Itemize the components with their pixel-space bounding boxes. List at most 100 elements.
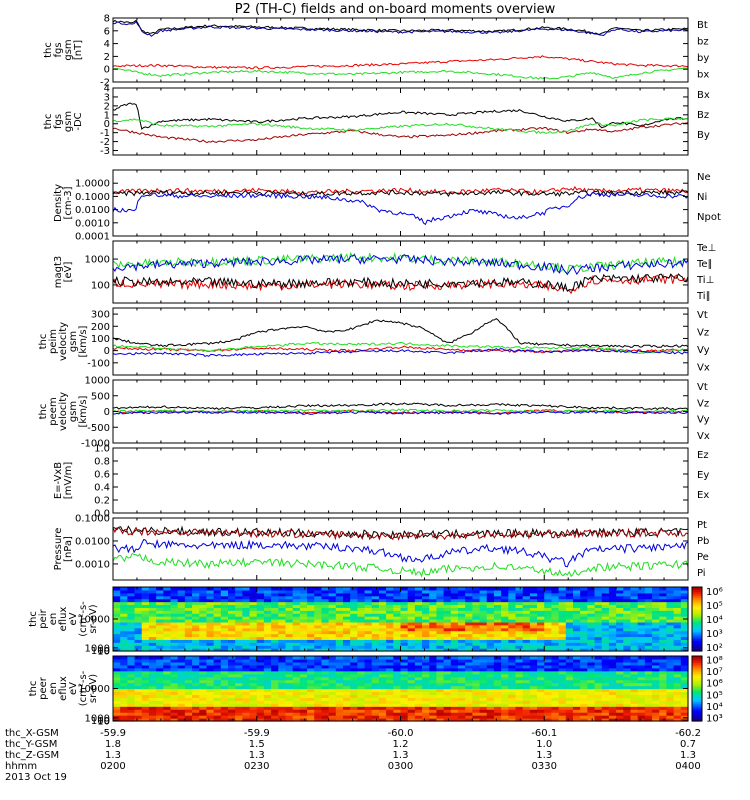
spectrogram-cell: [465, 715, 473, 719]
spectrogram-cell: [508, 718, 517, 722]
spectrogram-cell: [256, 645, 265, 649]
spectrogram-cell: [148, 633, 157, 638]
spectrogram-cell: [213, 664, 222, 669]
spectrogram-cell: [537, 700, 545, 704]
spectrogram-cell: [501, 715, 509, 719]
spectrogram-cell: [529, 604, 538, 608]
spectrogram-cell: [493, 703, 502, 707]
spectrogram-cell: [156, 664, 164, 669]
spectrogram-cell: [544, 648, 553, 652]
spectrogram-cell: [321, 712, 330, 716]
legend-entry-Ni: Ni: [697, 192, 707, 203]
colorbar-step: [692, 718, 702, 722]
spectrogram-cell: [493, 601, 502, 606]
spectrogram-cell: [393, 587, 402, 591]
y-axis-label: thc: [43, 42, 54, 58]
spectrogram-cell: [659, 592, 668, 597]
spectrogram-cell: [256, 703, 265, 707]
spectrogram-cell: [544, 639, 553, 643]
spectrogram-cell: [680, 624, 689, 629]
spectrogram-cell: [443, 688, 452, 693]
spectrogram-cell: [616, 589, 624, 594]
spectrogram-cell: [652, 688, 660, 693]
spectrogram-cell: [673, 598, 682, 603]
colorbar-step: [692, 697, 702, 700]
spectrogram-cell: [113, 685, 121, 690]
spectrogram-cell: [292, 592, 301, 597]
spectrogram-cell: [163, 627, 172, 632]
spectrogram-cell: [637, 648, 646, 652]
spectrogram-cell: [587, 610, 596, 614]
spectrogram-cell: [163, 648, 172, 652]
spectrogram-cell: [680, 667, 689, 672]
spectrogram-cell: [242, 610, 251, 614]
spectrogram-cell: [148, 639, 157, 643]
spectrogram-cell: [192, 633, 200, 638]
spectrogram-cell: [378, 679, 387, 684]
spectrogram-cell: [443, 624, 452, 629]
spectrogram-cell: [608, 700, 617, 704]
spectrogram-cell: [184, 619, 193, 623]
spectrogram-cell: [429, 676, 438, 681]
spectrogram-cell: [501, 639, 509, 643]
spectrogram-cell: [263, 700, 272, 704]
spectrogram-cell: [623, 656, 632, 660]
spectrogram-cell: [522, 587, 531, 591]
spectrogram-cell: [508, 636, 517, 640]
spectrogram-cell: [321, 592, 330, 597]
spectrogram-cell: [436, 682, 445, 687]
spectrogram-cell: [120, 630, 128, 635]
spectrogram-cell: [393, 621, 402, 626]
spectrogram-cell: [242, 661, 251, 666]
footer-value: 1.2: [393, 739, 409, 750]
spectrogram-cell: [479, 621, 488, 626]
spectrogram-cell: [307, 685, 315, 690]
spectrogram-cell: [235, 621, 243, 626]
spectrogram-cell: [242, 636, 251, 640]
spectrogram-cell: [235, 685, 243, 690]
colorbar-step: [692, 692, 702, 696]
spectrogram-cell: [357, 619, 366, 623]
spectrogram-cell: [573, 661, 581, 666]
spectrogram-cell: [472, 621, 481, 626]
spectrogram-cell: [278, 703, 287, 707]
spectrogram-cell: [335, 718, 344, 722]
spectrogram-cell: [458, 604, 466, 608]
spectrogram-cell: [235, 703, 243, 707]
spectrogram-cell: [328, 592, 337, 597]
spectrogram-cell: [184, 621, 193, 626]
spectrogram-cell: [228, 715, 236, 719]
spectrogram-cell: [127, 592, 136, 597]
spectrogram-cell: [364, 589, 373, 594]
spectrogram-cell: [321, 676, 330, 681]
spectrogram-cell: [371, 682, 380, 687]
spectrogram-cell: [148, 616, 157, 620]
spectrogram-cell: [472, 688, 481, 693]
spectrogram-cell: [292, 613, 301, 617]
spectrogram-cell: [501, 718, 509, 722]
spectrogram-cell: [551, 703, 560, 707]
spectrogram-cell: [170, 682, 179, 687]
spectrogram-cell: [551, 645, 560, 649]
spectrogram-cell: [616, 616, 624, 620]
spectrogram-cell: [328, 627, 337, 632]
spectrogram-cell: [350, 624, 358, 629]
spectrogram-cell: [465, 685, 473, 690]
spectrogram-cell: [565, 664, 574, 669]
spectrogram-cell: [393, 715, 402, 719]
spectrogram-cell: [307, 648, 315, 652]
spectrogram-cell: [199, 636, 208, 640]
spectrogram-cell: [659, 648, 668, 652]
y-tick-label: 0: [104, 407, 110, 418]
spectrogram-cell: [220, 613, 229, 617]
spectrogram-cell: [170, 697, 179, 701]
spectrogram-cell: [184, 610, 193, 614]
spectrogram-cell: [630, 598, 639, 603]
spectrogram-cell: [400, 636, 409, 640]
spectrogram-cell: [558, 697, 567, 701]
y-tick-label: 2: [104, 101, 110, 112]
spectrogram-cell: [666, 607, 675, 611]
spectrogram-cell: [278, 715, 287, 719]
spectrogram-cell: [235, 697, 243, 701]
spectrogram-cell: [357, 715, 366, 719]
